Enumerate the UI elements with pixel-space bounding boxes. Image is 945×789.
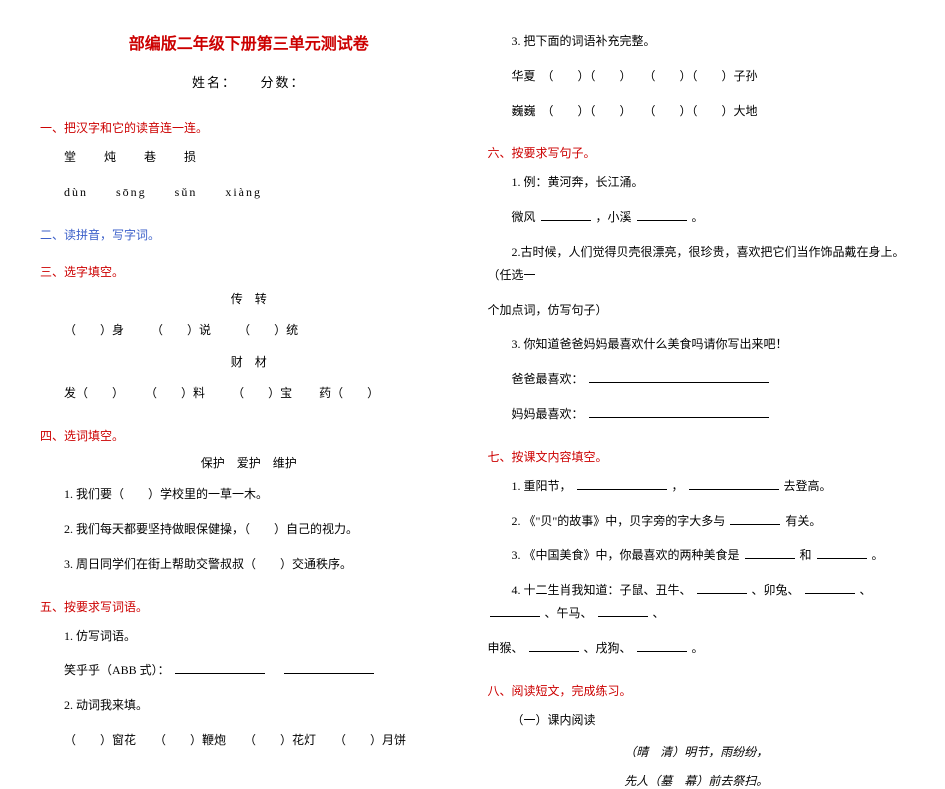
- sec4-q3: 3. 周日同学们在街上帮助交警叔叔（ ）交通秩序。: [40, 553, 458, 576]
- sec4-q1: 1. 我们要（ ）学校里的一草一木。: [40, 483, 458, 506]
- sec7-q1: 1. 重阳节， ， 去登高。: [488, 475, 906, 498]
- blank: [637, 638, 687, 652]
- sec5-q2: 2. 动词我来填。: [40, 694, 458, 717]
- sec6-q3b: 妈妈最喜欢：: [488, 403, 906, 426]
- sec7-q1b: ，: [672, 479, 684, 493]
- blank: [730, 511, 780, 525]
- sec3-row2b: （ ）料: [145, 386, 205, 400]
- left-column: 部编版二年级下册第三单元测试卷 姓名： 分数： 一、把汉字和它的读音连一连。 堂…: [40, 30, 458, 639]
- blank: [805, 580, 855, 594]
- blank: [589, 404, 769, 418]
- sec7-q4b: 、卯兔、: [752, 583, 800, 597]
- sec5-q3: 3. 把下面的词语补充完整。: [488, 30, 906, 53]
- sec8-sub: （一）课内阅读: [488, 709, 906, 732]
- blank: [745, 545, 795, 559]
- sec6-q3: 3. 你知道爸爸妈妈最喜欢什么美食吗请你写出来吧！: [488, 333, 906, 356]
- sec7-q4c: 、: [860, 583, 872, 597]
- sec3-row2d: 药（ ）: [319, 386, 379, 400]
- sec6-q1: 1. 例：黄河奔，长江涌。: [488, 171, 906, 194]
- sec4-words: 保护 爱护 维护: [40, 454, 458, 471]
- sec7-q2a: 2. 《"贝"的故事》中，贝字旁的字大多与: [512, 514, 726, 528]
- sec5-q1: 1. 仿写词语。: [40, 625, 458, 648]
- sec7-q2b: 有关。: [785, 514, 821, 528]
- sec7-q4-cont: 申猴、 、戌狗、 。: [488, 637, 906, 660]
- sec3-row1: （ ）身 （ ）说 （ ）统: [40, 319, 458, 342]
- section-2-head: 二、读拼音，写字词。: [40, 226, 458, 243]
- sec5-q1a: 笑乎乎（ABB 式）：: [40, 659, 458, 682]
- sec3-pair1: 传 转: [40, 290, 458, 307]
- sec6-q3a: 爸爸最喜欢：: [488, 368, 906, 391]
- section-3-head: 三、选字填空。: [40, 263, 458, 280]
- sec7-q4a: 4. 十二生肖我知道：子鼠、丑牛、: [512, 583, 692, 597]
- blank: [817, 545, 867, 559]
- blank: [589, 369, 769, 383]
- section-1-head: 一、把汉字和它的读音连一连。: [40, 119, 458, 136]
- blank: [529, 638, 579, 652]
- sec7-q1c: 去登高。: [784, 479, 832, 493]
- sec5-q1a-label: 笑乎乎（ABB 式）：: [64, 663, 170, 677]
- page-title: 部编版二年级下册第三单元测试卷: [40, 30, 458, 54]
- sec7-q3c: 。: [872, 548, 884, 562]
- sec3-row1a: （ ）身: [64, 323, 124, 337]
- sec7-q3: 3. 《中国美食》中，你最喜欢的两种美食是 和 。: [488, 544, 906, 567]
- sec7-q4f: 申猴、: [488, 641, 524, 655]
- blank: [175, 660, 265, 674]
- sec7-q3a: 3. 《中国美食》中，你最喜欢的两种美食是: [512, 548, 740, 562]
- section-5-head: 五、按要求写词语。: [40, 598, 458, 615]
- blank: [284, 660, 374, 674]
- sec7-q4e: 、: [653, 606, 665, 620]
- sec3-row1b: （ ）说: [151, 323, 211, 337]
- section-6-head: 六、按要求写句子。: [488, 144, 906, 161]
- sec3-row2c: （ ）宝: [232, 386, 292, 400]
- sec4-q2: 2. 我们每天都要坚持做眼保健操，（ ）自己的视力。: [40, 518, 458, 541]
- sec6-q3a-label: 爸爸最喜欢：: [512, 372, 584, 386]
- sec6-q1a-suffix: 。: [692, 210, 704, 224]
- section-4-head: 四、选词填空。: [40, 427, 458, 444]
- sec3-pair2: 财 材: [40, 353, 458, 370]
- sec6-q2b: 个加点词，仿写句子）: [488, 299, 906, 322]
- sec7-q1a: 1. 重阳节，: [512, 479, 572, 493]
- sec8-poem2: 先人（墓 幕）前去祭扫。: [488, 772, 906, 789]
- sec5-q3a: 华夏 （ ）（ ） （ ）（ ）子孙: [488, 65, 906, 88]
- sec3-row2a: 发（ ）: [64, 386, 118, 400]
- sec6-q1a-mid: ，小溪: [596, 210, 632, 224]
- blank: [490, 603, 540, 617]
- sec5-q2a: （ ）窗花 （ ）鞭炮 （ ）花灯 （ ）月饼: [40, 729, 458, 752]
- sec7-q2: 2. 《"贝"的故事》中，贝字旁的字大多与 有关。: [488, 510, 906, 533]
- sec3-row2: 发（ ） （ ）料 （ ）宝 药（ ）: [40, 382, 458, 405]
- sec7-q4h: 。: [692, 641, 704, 655]
- sec6-q2: 2.古时候，人们觉得贝壳很漂亮，很珍贵，喜欢把它们当作饰品戴在身上。（任选一: [488, 241, 906, 287]
- blank: [697, 580, 747, 594]
- blank: [689, 476, 779, 490]
- sec7-q4: 4. 十二生肖我知道：子鼠、丑牛、 、卯兔、 、 、午马、 、: [488, 579, 906, 625]
- sec7-q4d: 、午马、: [545, 606, 593, 620]
- blank: [577, 476, 667, 490]
- sec1-chars: 堂炖巷损: [40, 146, 458, 169]
- sec3-row1c: （ ）统: [238, 323, 298, 337]
- right-column: 3. 把下面的词语补充完整。 华夏 （ ）（ ） （ ）（ ）子孙 巍巍 （ ）…: [488, 30, 906, 639]
- sec6-q1a: 微风 ，小溪 。: [488, 206, 906, 229]
- sec1-pinyin: dùn sōng sǔn xiàng: [40, 181, 458, 204]
- blank: [541, 207, 591, 221]
- sec5-q3b: 巍巍 （ ）（ ） （ ）（ ）大地: [488, 100, 906, 123]
- sec8-poem1: （晴 清）明节，雨纷纷，: [488, 743, 906, 760]
- sec7-q4g: 、戌狗、: [584, 641, 632, 655]
- section-7-head: 七、按课文内容填空。: [488, 448, 906, 465]
- blank: [598, 603, 648, 617]
- section-8-head: 八、阅读短文，完成练习。: [488, 682, 906, 699]
- blank: [637, 207, 687, 221]
- sec7-q3b: 和: [800, 548, 812, 562]
- sec6-q1a-prefix: 微风: [512, 210, 536, 224]
- sec6-q3b-label: 妈妈最喜欢：: [512, 407, 584, 421]
- name-score-line: 姓名： 分数：: [40, 72, 458, 91]
